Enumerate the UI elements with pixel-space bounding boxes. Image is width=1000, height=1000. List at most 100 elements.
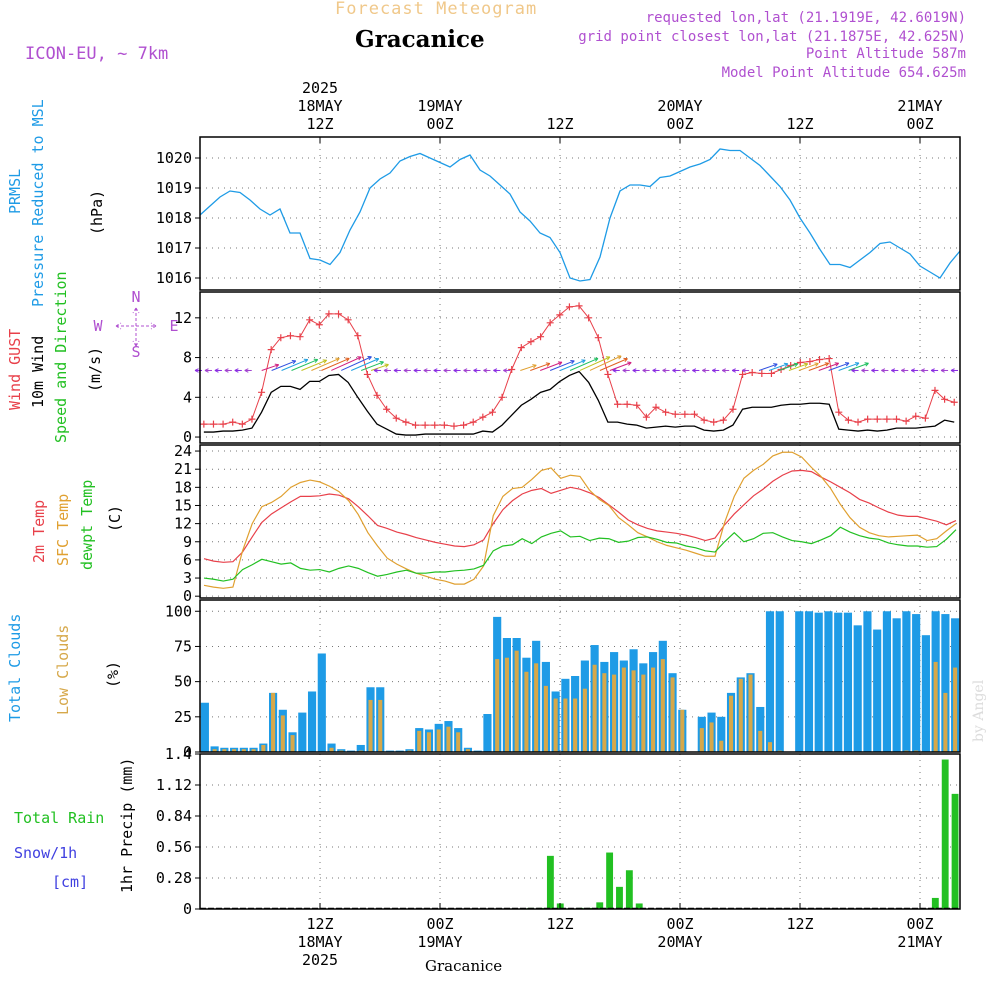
low-cloud-bar bbox=[212, 749, 217, 752]
gust-marker bbox=[258, 388, 266, 396]
low-cloud-bar bbox=[621, 667, 626, 752]
low-cloud-bar bbox=[592, 664, 597, 752]
wind-arrow-head bbox=[930, 368, 935, 373]
wind-arrow-head bbox=[493, 368, 498, 373]
wind-arrow-head bbox=[632, 368, 637, 373]
gust-marker bbox=[421, 421, 429, 429]
low-cloud-bar bbox=[953, 667, 958, 752]
wind-arrow-head bbox=[214, 368, 219, 373]
low-cloud-bar bbox=[495, 659, 500, 752]
gust-marker bbox=[508, 365, 516, 373]
wind-arrow-head bbox=[692, 368, 697, 373]
wind-arrow bbox=[579, 356, 611, 371]
gust-marker bbox=[825, 355, 833, 363]
rain-bar bbox=[931, 897, 939, 909]
snow-label: Snow/1h bbox=[14, 844, 78, 862]
rain-bar bbox=[625, 870, 633, 909]
y-tick-label: 1017 bbox=[156, 239, 192, 257]
gust-marker bbox=[912, 412, 920, 420]
wind-arrow-head bbox=[652, 368, 657, 373]
wind-arrow-head bbox=[473, 368, 478, 373]
time-label-bottom: 21MAY bbox=[897, 933, 942, 951]
gust-marker bbox=[267, 346, 275, 354]
wind-arrow-head bbox=[682, 368, 687, 373]
low-cloud-bar bbox=[728, 695, 734, 752]
wind-arrow bbox=[271, 360, 296, 371]
low-cloud-bar bbox=[378, 699, 383, 752]
time-label-top: 21MAY bbox=[897, 97, 942, 115]
gust-marker bbox=[950, 398, 958, 406]
y-tick-label: 1.12 bbox=[156, 776, 192, 794]
temp-line bbox=[203, 469, 957, 563]
y-tick-label: 0.84 bbox=[156, 807, 192, 825]
low-cloud-bar bbox=[436, 729, 441, 752]
low-cloud-bar bbox=[504, 657, 509, 752]
low-cloud-bar bbox=[767, 742, 773, 752]
compass-e: E bbox=[169, 317, 178, 335]
wind-arrow bbox=[758, 363, 778, 371]
wind-arrow-head bbox=[224, 368, 229, 373]
time-label-bottom: 00Z bbox=[426, 915, 453, 933]
wind-arrow-head bbox=[731, 368, 736, 373]
y-tick-label: 24 bbox=[174, 442, 192, 460]
low-cloud-bar bbox=[573, 698, 578, 752]
wind-arrow-head bbox=[374, 357, 380, 363]
time-label-top: 00Z bbox=[426, 115, 453, 133]
wind-arrow-head bbox=[702, 368, 707, 373]
total-cloud-bar bbox=[717, 716, 726, 752]
gust-marker bbox=[219, 420, 227, 428]
wind-arrow bbox=[281, 359, 308, 371]
wind-arrow-head bbox=[234, 368, 239, 373]
rain-bar bbox=[606, 852, 614, 909]
time-label-bottom: 00Z bbox=[906, 915, 933, 933]
low-cloud-bar bbox=[719, 740, 724, 752]
wind-arrow-head bbox=[834, 362, 840, 367]
low-cloud-bar bbox=[660, 659, 665, 752]
low-cloud-bar bbox=[651, 667, 656, 752]
wind-arrow bbox=[311, 357, 340, 371]
wind-arrow-head bbox=[581, 359, 586, 364]
wind-arrow bbox=[331, 356, 362, 371]
low-cloud-bar bbox=[368, 699, 373, 752]
wind-arrow bbox=[818, 362, 839, 371]
time-label-top: 12Z bbox=[786, 115, 813, 133]
gust-marker bbox=[335, 310, 343, 318]
wind-arrow-head bbox=[623, 357, 628, 363]
y-tick-label: 6 bbox=[183, 551, 192, 569]
gust-marker bbox=[277, 334, 285, 342]
total-cloud-bar bbox=[483, 714, 492, 752]
wind-arrow bbox=[530, 362, 551, 371]
wind-arrow-head bbox=[357, 356, 362, 361]
gust-marker bbox=[575, 302, 583, 310]
wind-arrow-head bbox=[844, 362, 850, 367]
wind-arrow-head bbox=[773, 363, 778, 368]
low-cloud-bar bbox=[612, 674, 617, 752]
total-cloud-bar bbox=[317, 653, 326, 752]
wind-arrow-head bbox=[950, 368, 955, 373]
wind-arrow-head bbox=[453, 368, 458, 373]
y-tick-label: 18 bbox=[174, 478, 192, 496]
gust-marker bbox=[816, 356, 824, 364]
rain-bar bbox=[546, 855, 554, 909]
y-tick-label: 75 bbox=[174, 637, 192, 655]
wind-arrow-head bbox=[403, 368, 408, 373]
wind-arrow-head bbox=[345, 357, 350, 362]
gust-marker bbox=[402, 418, 410, 426]
wind-arrow-head bbox=[593, 357, 599, 362]
wind-arrow-head bbox=[901, 368, 906, 373]
gust-marker bbox=[739, 370, 747, 378]
gust-marker bbox=[229, 418, 237, 426]
gust-marker bbox=[700, 416, 708, 424]
time-label-top: 00Z bbox=[666, 115, 693, 133]
gust-marker bbox=[662, 408, 670, 416]
gust-marker bbox=[633, 401, 641, 409]
y-tick-label: 1016 bbox=[156, 269, 192, 287]
total-cloud-bar bbox=[795, 611, 804, 752]
gust-marker bbox=[883, 415, 891, 423]
wind-arrow-head bbox=[373, 368, 378, 373]
total-cloud-bar bbox=[824, 611, 833, 752]
wind-arrow bbox=[838, 362, 860, 371]
gust-marker bbox=[796, 359, 804, 367]
gust-marker bbox=[431, 421, 439, 429]
gust-marker bbox=[652, 403, 660, 411]
